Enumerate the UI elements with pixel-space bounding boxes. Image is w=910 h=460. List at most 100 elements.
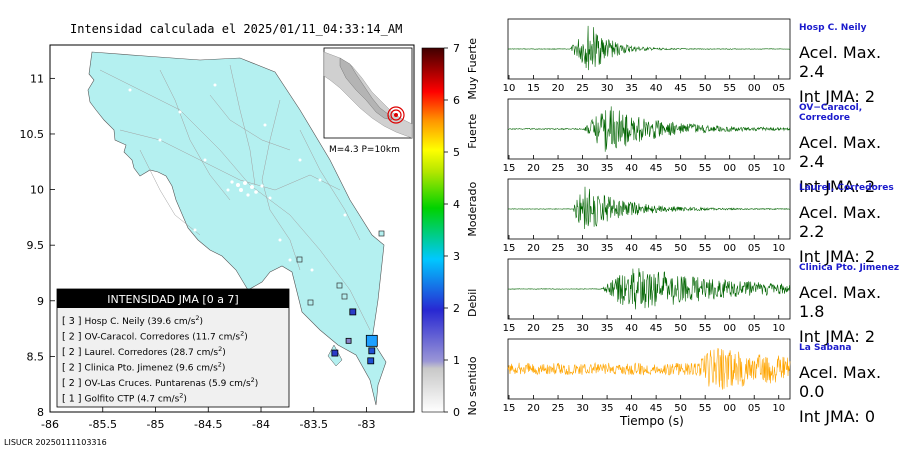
trace-info: La Sabana Acel. Max. 0.0 Int JMA: 0: [799, 343, 909, 426]
map-y-tick-label: 8.5: [27, 350, 45, 363]
waveform-line: [508, 186, 791, 230]
station-name: Clinica Pto. Jimenez: [799, 263, 900, 273]
colorbar-tick-label: 0: [453, 406, 460, 419]
legend-entry: [ 1 ] Golfito CTP (4.7 cm/s2): [62, 392, 187, 405]
trace-info: Laurel, Corredores Acel. Max. 2.2 Int JMA:…: [799, 183, 909, 266]
trace-info: OV−Caracol, Corredore Acel. Max. 2.4 Int J…: [799, 103, 909, 196]
time-tick-label: 40: [625, 243, 638, 254]
legend-entry: [ 2 ] Clinica Pto. Jimenez (9.6 cm/s2): [62, 361, 225, 374]
time-tick-label: 15: [503, 323, 516, 334]
int-jma: Int JMA: 2: [799, 327, 876, 346]
time-tick-label: 00: [723, 163, 736, 174]
time-tick-label: 50: [699, 83, 712, 94]
time-tick-label: 15: [527, 83, 540, 94]
time-tick-label: 05: [748, 243, 761, 254]
time-tick-label: 20: [527, 163, 540, 174]
time-tick-label: 35: [601, 323, 614, 334]
waveform-line: [507, 347, 791, 390]
time-tick-label: 55: [699, 323, 712, 334]
time-tick-label: 35: [601, 243, 614, 254]
time-tick-label: 40: [625, 163, 638, 174]
intensity-colorbar: [421, 47, 445, 413]
time-tick-label: 45: [650, 403, 663, 414]
time-tick-label: 20: [552, 83, 565, 94]
map-y-tick-label: 9.5: [27, 239, 45, 252]
legend-entry: [ 2 ] Laurel. Corredores (28.7 cm/s2): [62, 345, 226, 358]
time-tick-label: 25: [552, 403, 565, 414]
time-tick-label: 45: [674, 83, 687, 94]
time-tick-label: 15: [503, 163, 516, 174]
time-tick-label: 25: [552, 163, 565, 174]
time-tick-label: 35: [601, 403, 614, 414]
time-tick-label: 00: [723, 323, 736, 334]
time-tick-label: 10: [772, 323, 785, 334]
footer-id: LISUCR 20250111103316: [4, 438, 107, 447]
inset-map: [323, 47, 413, 139]
map-x-tick-label: -85.5: [89, 418, 117, 431]
colorbar-tick-label: 2: [453, 302, 460, 315]
time-tick-label: 40: [650, 83, 663, 94]
time-tick-label: 10: [772, 403, 785, 414]
legend-entry: [ 2 ] OV-Caracol. Corredores (11.7 cm/s2…: [62, 330, 248, 343]
acel-max: Acel. Max. 1.8: [799, 283, 882, 321]
time-tick-label: 25: [552, 243, 565, 254]
time-tick-label: 50: [674, 163, 687, 174]
time-tick-label: 50: [674, 243, 687, 254]
epicenter-icon: [387, 106, 405, 124]
time-axis-label: Tiempo (s): [620, 414, 684, 428]
acel-max: Acel. Max. 2.2: [799, 203, 882, 241]
station-name: OV−Caracol, Corredore: [799, 103, 863, 123]
int-jma: Int JMA: 0: [799, 407, 876, 426]
inset-magnitude-label: M=4.3 P=10km: [329, 145, 400, 155]
colorbar-category-label: Fuerte: [466, 113, 479, 148]
station-marker: [331, 349, 339, 357]
map-x-tick-label: -84: [252, 418, 270, 431]
time-tick-label: 30: [576, 163, 589, 174]
station-marker: [368, 347, 376, 355]
colorbar-tick-label: 6: [453, 94, 460, 107]
map-title: Intensidad calculada el 2025/01/11_04:33…: [70, 22, 403, 36]
map-y-tick-label: 11: [30, 72, 44, 85]
time-tick-label: 45: [650, 243, 663, 254]
station-name: La Sabana: [799, 343, 852, 353]
time-tick-label: 50: [674, 403, 687, 414]
int-jma: Int JMA: 2: [799, 177, 876, 196]
time-tick-label: 20: [527, 403, 540, 414]
legend-title: INTENSIDAD JMA [0 a 7]: [107, 293, 238, 306]
map-x-tick-label: -83.5: [300, 418, 328, 431]
legend-entry: [ 2 ] OV-Las Cruces. Puntarenas (5.9 cm/…: [62, 376, 258, 389]
time-tick-label: 05: [748, 323, 761, 334]
map-x-tick-label: -85: [147, 418, 165, 431]
colorbar-category-label: Debil: [466, 289, 479, 317]
colorbar-category-label: No sentido: [466, 356, 479, 415]
trace-info: Hosp C. Neily Acel. Max. 2.4 Int JMA: 2: [799, 23, 909, 106]
time-tick-label: 20: [527, 323, 540, 334]
time-tick-label: 30: [576, 323, 589, 334]
time-tick-label: 00: [723, 403, 736, 414]
colorbar-category-label: Muy Fuerte: [466, 38, 479, 100]
station-marker: [365, 334, 378, 347]
time-tick-label: 25: [552, 323, 565, 334]
roads: [99, 64, 371, 331]
time-tick-label: 55: [699, 403, 712, 414]
time-tick-label: 00: [723, 243, 736, 254]
time-tick-label: 00: [748, 83, 761, 94]
time-tick-label: 40: [625, 403, 638, 414]
station-name: Laurel, Corredores: [799, 183, 894, 193]
intensity-legend: INTENSIDAD JMA [0 a 7] [ 3 ] Hosp C. Nei…: [56, 288, 290, 408]
time-tick-label: 30: [576, 243, 589, 254]
time-tick-label: 05: [772, 83, 785, 94]
colorbar-tick-label: 1: [453, 354, 460, 367]
colorbar-tick-label: 3: [453, 250, 460, 263]
time-tick-label: 30: [576, 403, 589, 414]
time-tick-label: 15: [503, 403, 516, 414]
map-y-tick-label: 9: [37, 295, 44, 308]
acel-max: Acel. Max. 0.0: [799, 363, 882, 401]
acel-max: Acel. Max. 2.4: [799, 43, 882, 81]
town-dots: [128, 83, 347, 272]
time-tick-label: 55: [699, 243, 712, 254]
time-tick-label: 35: [601, 163, 614, 174]
map-x-tick-label: -86: [41, 418, 59, 431]
station-marker: [345, 337, 352, 344]
